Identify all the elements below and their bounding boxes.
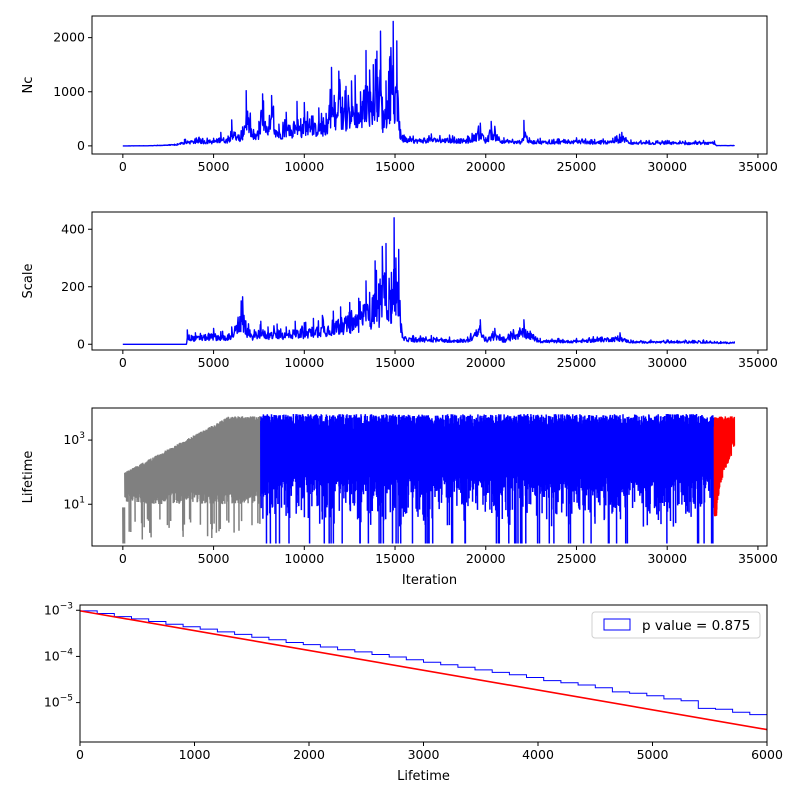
x-tick-label: 0 — [119, 551, 127, 566]
chart-4-legend: p value = 0.875 — [591, 611, 761, 639]
x-tick-label: 25000 — [557, 551, 597, 566]
chart-1-ylabel: Nc — [21, 77, 36, 94]
chart-3-series-3 — [713, 416, 736, 517]
chart-2-series-line — [122, 217, 735, 345]
legend-label: p value = 0.875 — [642, 618, 750, 634]
y-tick-label: 200 — [61, 279, 85, 294]
x-tick-label: 2000 — [293, 747, 325, 762]
x-tick-label: 35000 — [738, 159, 778, 174]
chart-1-frame — [91, 15, 768, 155]
chart-3-frame — [91, 407, 768, 547]
chart-2-frame — [91, 211, 768, 351]
x-tick-label: 5000 — [198, 551, 230, 566]
x-tick-label: 30000 — [647, 551, 687, 566]
chart-4-fit-line — [80, 610, 767, 731]
chart-2-axes: 0 5000 10000 15000 20000 25000 30000 35000 0 200 4… — [21, 211, 778, 370]
x-tick-label: 5000 — [198, 159, 230, 174]
y-tick-label: 0 — [77, 138, 85, 153]
x-tick-label: 10000 — [284, 355, 324, 370]
y-tick-label: 10−4 — [44, 647, 73, 663]
y-tick-label: 1000 — [53, 84, 85, 99]
x-tick-label: 25000 — [557, 355, 597, 370]
x-tick-label: 30000 — [647, 159, 687, 174]
x-tick-label: 35000 — [738, 355, 778, 370]
y-tick-label: 101 — [63, 495, 85, 511]
x-tick-label: 20000 — [466, 159, 506, 174]
x-tick-label: 5000 — [198, 355, 230, 370]
chart-4-axes: 0 1000 2000 3000 4000 5000 6000 10−5 10−4 10−3 Lif… — [44, 601, 783, 784]
x-tick-label: 10000 — [284, 551, 324, 566]
x-tick-label: 0 — [119, 159, 127, 174]
x-tick-label: 5000 — [637, 747, 669, 762]
x-tick-label: 15000 — [375, 355, 415, 370]
chart-3-axes: 0 5000 10000 15000 20000 25000 30000 35000 101 10… — [21, 407, 778, 588]
chart-1-axes: 0 5000 10000 15000 20000 25000 30000 35000 0 1000… — [21, 15, 778, 174]
x-tick-label: 25000 — [557, 159, 597, 174]
chart-4-xlabel: Lifetime — [397, 769, 450, 784]
x-tick-label: 35000 — [738, 551, 778, 566]
x-tick-label: 0 — [119, 355, 127, 370]
x-tick-label: 15000 — [375, 159, 415, 174]
y-tick-label: 2000 — [53, 30, 85, 45]
x-tick-label: 30000 — [647, 355, 687, 370]
x-tick-label: 3000 — [408, 747, 440, 762]
chart-4-plot-area — [80, 610, 767, 742]
chart-3-ylabel: Lifetime — [21, 451, 36, 504]
chart-3-xlabel: Iteration — [402, 573, 457, 588]
x-tick-label: 20000 — [466, 355, 506, 370]
chart-3-series-2 — [260, 413, 716, 544]
chart-2-ylabel: Scale — [21, 264, 36, 299]
y-tick-label: 400 — [61, 221, 85, 236]
legend-swatch — [603, 618, 631, 631]
chart-3-series-1 — [122, 416, 262, 544]
y-tick-label: 0 — [77, 336, 85, 351]
x-tick-label: 0 — [76, 747, 84, 762]
x-tick-label: 1000 — [179, 747, 211, 762]
x-tick-label: 4000 — [522, 747, 554, 762]
x-tick-label: 6000 — [751, 747, 783, 762]
x-tick-label: 20000 — [466, 551, 506, 566]
chart-4-histogram — [80, 610, 767, 742]
y-tick-label: 10−5 — [44, 694, 73, 710]
x-tick-label: 10000 — [284, 159, 324, 174]
legend-box — [591, 611, 761, 639]
chart-1-series-line — [122, 20, 735, 147]
chart-3-plot-area — [122, 413, 736, 544]
y-tick-label: 10−3 — [44, 601, 73, 617]
x-tick-label: 15000 — [375, 551, 415, 566]
y-tick-label: 103 — [63, 431, 85, 447]
